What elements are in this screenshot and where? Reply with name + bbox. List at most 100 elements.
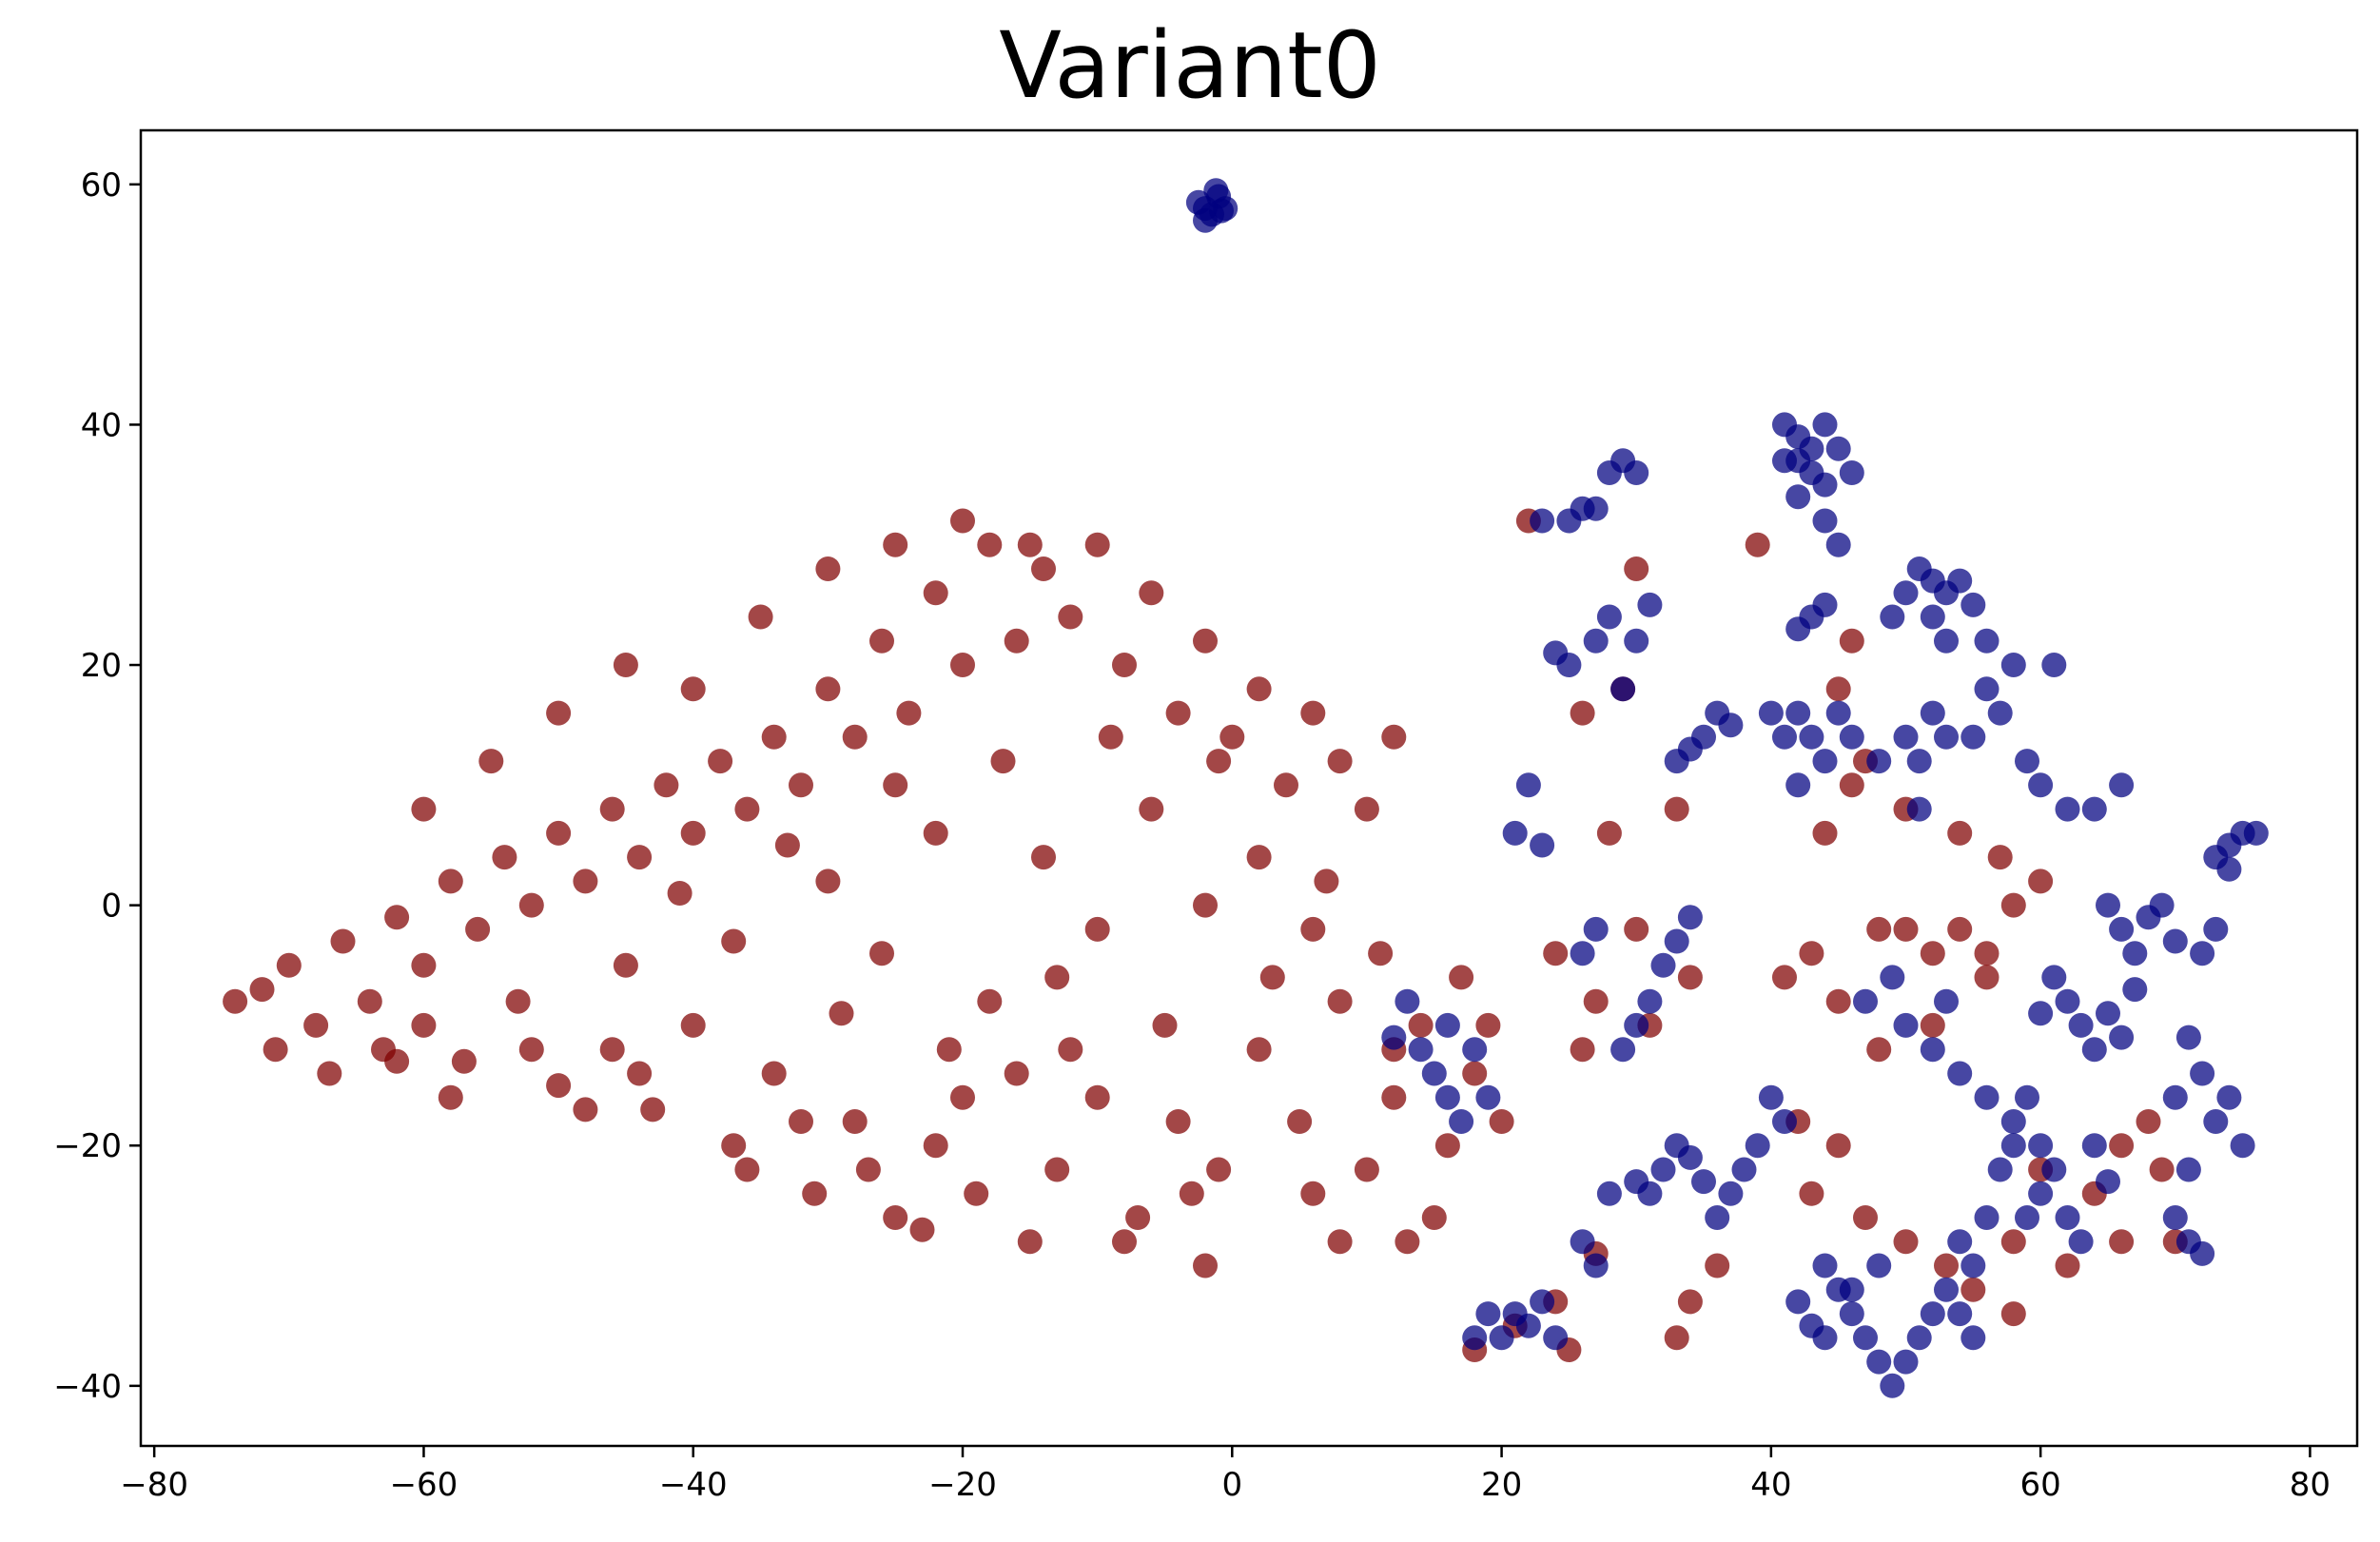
data-point-red: [1084, 532, 1110, 557]
data-point-blue: [2149, 892, 2175, 918]
data-point-blue: [1812, 1325, 1838, 1351]
data-point-red: [1287, 1109, 1313, 1134]
data-point-blue: [1825, 532, 1851, 557]
data-point-blue: [1934, 1277, 1959, 1302]
data-point-red: [1354, 1157, 1379, 1182]
data-point-blue: [1209, 198, 1234, 224]
data-point-red: [1947, 916, 1973, 942]
data-point-blue: [1434, 1012, 1460, 1038]
data-point-red: [923, 1133, 948, 1159]
data-point-blue: [1664, 928, 1689, 954]
data-point-red: [1327, 749, 1353, 774]
data-point-blue: [2190, 1240, 2215, 1266]
data-point-red: [2055, 1253, 2080, 1278]
data-point-red: [518, 892, 544, 918]
data-point-blue: [1974, 628, 2000, 654]
data-point-red: [883, 1205, 908, 1230]
data-point-red: [802, 1181, 828, 1206]
data-point-red: [1677, 1289, 1703, 1315]
data-point-red: [1772, 965, 1797, 990]
data-point-red: [1139, 580, 1164, 606]
data-point-red: [708, 749, 733, 774]
data-point-red: [936, 1037, 962, 1063]
data-point-red: [1866, 1037, 1892, 1063]
data-point-blue: [2068, 1012, 2094, 1038]
data-point-red: [627, 1061, 653, 1086]
data-point-blue: [1556, 508, 1582, 534]
chart-title: Variant0: [999, 12, 1381, 119]
y-tick-label: 60: [81, 166, 122, 205]
data-point-blue: [1934, 724, 1959, 750]
data-point-blue: [1718, 1181, 1744, 1206]
data-point-blue: [2175, 1025, 2201, 1050]
data-point-blue: [1530, 508, 1555, 534]
y-tick-label: −20: [53, 1127, 122, 1165]
data-point-red: [384, 1048, 410, 1074]
data-point-blue: [2175, 1157, 2201, 1182]
data-point-red: [1434, 1133, 1460, 1159]
data-point-blue: [1624, 628, 1649, 654]
data-point-blue: [1961, 592, 1986, 617]
data-point-red: [990, 749, 1016, 774]
data-point-red: [1031, 845, 1056, 870]
data-point-red: [1825, 1133, 1851, 1159]
x-tick-label: −60: [390, 1466, 458, 1504]
data-point-blue: [1650, 1157, 1676, 1182]
x-tick-label: −40: [659, 1466, 728, 1504]
data-point-red: [883, 532, 908, 557]
data-point-blue: [2000, 653, 2026, 677]
data-point-red: [680, 676, 706, 702]
data-point-blue: [1677, 905, 1703, 930]
data-point-blue: [1758, 700, 1784, 726]
data-point-red: [546, 1073, 572, 1099]
data-point-red: [478, 749, 504, 774]
data-point-blue: [1785, 772, 1811, 798]
data-point-blue: [2109, 772, 2135, 798]
data-point-blue: [2055, 796, 2080, 822]
data-point-blue: [1812, 412, 1838, 438]
x-tick-label: 40: [1750, 1466, 1791, 1504]
data-point-red: [815, 556, 841, 581]
data-point-red: [573, 869, 598, 894]
data-point-red: [1920, 1012, 1945, 1038]
data-point-red: [1193, 892, 1218, 918]
data-point-red: [1381, 724, 1407, 750]
data-point-red: [1084, 916, 1110, 942]
data-point-blue: [1920, 1301, 1945, 1327]
data-point-blue: [2122, 941, 2148, 966]
points-layer: [223, 178, 2269, 1398]
data-point-blue: [2230, 1133, 2255, 1159]
data-point-red: [869, 941, 894, 966]
data-point-blue: [1434, 1084, 1460, 1110]
data-point-blue: [1772, 412, 1797, 438]
data-point-blue: [1906, 796, 1932, 822]
data-point-blue: [1825, 700, 1851, 726]
data-point-blue: [1475, 1301, 1501, 1327]
data-point-blue: [1570, 1229, 1595, 1255]
data-point-red: [1246, 676, 1272, 702]
data-point-blue: [1799, 724, 1824, 750]
data-point-blue: [1515, 772, 1541, 798]
data-point-red: [330, 928, 356, 954]
data-point-blue: [2162, 928, 2188, 954]
y-tick-label: 40: [81, 406, 122, 444]
data-point-red: [1125, 1205, 1151, 1230]
data-point-red: [249, 977, 275, 1003]
data-point-blue: [2109, 1025, 2135, 1050]
data-point-blue: [1705, 1205, 1730, 1230]
data-point-blue: [2041, 1157, 2067, 1182]
data-point-blue: [1530, 832, 1555, 858]
data-point-blue: [1866, 749, 1892, 774]
data-point-red: [1825, 988, 1851, 1014]
axes-frame: [139, 128, 2359, 1448]
data-point-red: [1839, 628, 1864, 654]
data-point-red: [1044, 1157, 1070, 1182]
data-point-red: [1974, 941, 2000, 966]
y-tick-label: −40: [53, 1368, 122, 1406]
data-point-blue: [1677, 736, 1703, 762]
data-point-red: [1812, 820, 1838, 846]
data-point-red: [923, 820, 948, 846]
data-point-red: [896, 700, 922, 726]
data-point-blue: [2203, 1109, 2229, 1134]
data-point-red: [1044, 965, 1070, 990]
